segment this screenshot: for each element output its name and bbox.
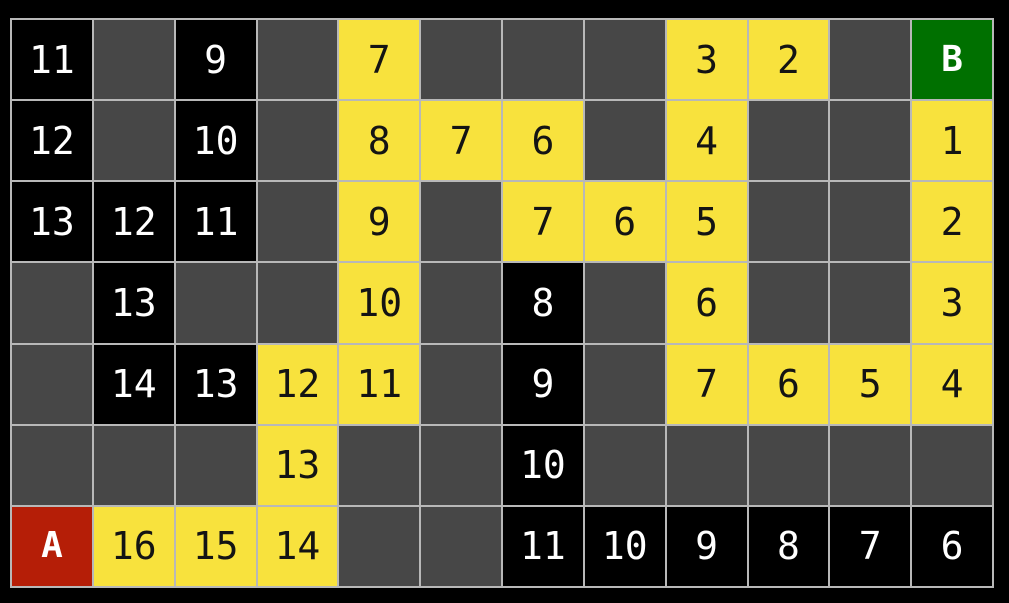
wall-cell	[584, 20, 665, 100]
grid-cell: 3	[666, 20, 747, 100]
wall-cell	[93, 425, 174, 505]
grid-cell: 10	[339, 263, 420, 343]
pathfinding-grid: 11 9 7 3 2 B 12 10 8 7 6 4 1 13 12 11 9 7 6 5 2 13 10 8 6 3 14 13 12…	[10, 18, 994, 588]
wall-cell	[584, 101, 665, 181]
wall-cell	[748, 263, 829, 343]
wall-cell	[12, 425, 92, 505]
wall-cell	[584, 425, 665, 505]
grid-cell: 9	[339, 182, 420, 262]
grid-cell: 5	[666, 182, 747, 262]
wall-cell	[748, 425, 829, 505]
wall-cell	[175, 263, 256, 343]
grid-cell: 13	[12, 182, 92, 262]
wall-cell	[748, 101, 829, 181]
wall-cell	[830, 182, 911, 262]
wall-cell	[339, 425, 420, 505]
wall-cell	[421, 344, 501, 424]
grid-cell: 8	[748, 506, 829, 586]
grid-cell: 10	[584, 506, 665, 586]
grid-cell: 12	[257, 344, 338, 424]
grid-cell: 3	[912, 263, 992, 343]
grid-cell: 11	[12, 20, 92, 100]
wall-cell	[830, 425, 911, 505]
grid-cell: 7	[666, 344, 747, 424]
grid-cell: 13	[175, 344, 256, 424]
grid-cell: 6	[748, 344, 829, 424]
grid-cell: 4	[666, 101, 747, 181]
wall-cell	[257, 20, 338, 100]
grid-cell: 6	[584, 182, 665, 262]
wall-cell	[830, 263, 911, 343]
wall-cell	[339, 506, 420, 586]
grid-cell: 7	[830, 506, 911, 586]
wall-cell	[421, 263, 501, 343]
grid-cell: 9	[666, 506, 747, 586]
grid-cell: 14	[257, 506, 338, 586]
grid-cell: 15	[175, 506, 256, 586]
wall-cell	[421, 182, 501, 262]
wall-cell	[257, 101, 338, 181]
grid-cell: 6	[666, 263, 747, 343]
grid-cell: 2	[912, 182, 992, 262]
wall-cell	[584, 263, 665, 343]
grid-cell: 7	[339, 20, 420, 100]
grid-cell: 12	[93, 182, 174, 262]
grid-cell: 8	[503, 263, 583, 343]
grid-cell: 13	[93, 263, 174, 343]
grid-cell: 12	[12, 101, 92, 181]
start-cell: A	[12, 506, 92, 586]
wall-cell	[666, 425, 747, 505]
grid-cell: 7	[503, 182, 583, 262]
grid-cell: 2	[748, 20, 829, 100]
grid-cell: 14	[93, 344, 174, 424]
wall-cell	[830, 20, 911, 100]
wall-cell	[12, 263, 92, 343]
grid-cell: 9	[503, 344, 583, 424]
wall-cell	[503, 20, 583, 100]
wall-cell	[912, 425, 992, 505]
grid-cell: 6	[503, 101, 583, 181]
wall-cell	[421, 425, 501, 505]
wall-cell	[93, 20, 174, 100]
wall-cell	[175, 425, 256, 505]
grid-cell: 9	[175, 20, 256, 100]
wall-cell	[257, 182, 338, 262]
grid-cell: 10	[175, 101, 256, 181]
grid-cell: 1	[912, 101, 992, 181]
grid-cell: 11	[339, 344, 420, 424]
grid-cell: 13	[257, 425, 338, 505]
goal-cell: B	[912, 20, 992, 100]
grid-cell: 10	[503, 425, 583, 505]
grid-cell: 8	[339, 101, 420, 181]
wall-cell	[748, 182, 829, 262]
grid-cell: 7	[421, 101, 501, 181]
grid-cell: 11	[175, 182, 256, 262]
wall-cell	[257, 263, 338, 343]
wall-cell	[12, 344, 92, 424]
wall-cell	[421, 506, 501, 586]
grid-cell: 4	[912, 344, 992, 424]
wall-cell	[830, 101, 911, 181]
grid-cell: 5	[830, 344, 911, 424]
wall-cell	[584, 344, 665, 424]
grid-cell: 11	[503, 506, 583, 586]
grid-cell: 16	[93, 506, 174, 586]
grid-cell: 6	[912, 506, 992, 586]
wall-cell	[93, 101, 174, 181]
wall-cell	[421, 20, 501, 100]
